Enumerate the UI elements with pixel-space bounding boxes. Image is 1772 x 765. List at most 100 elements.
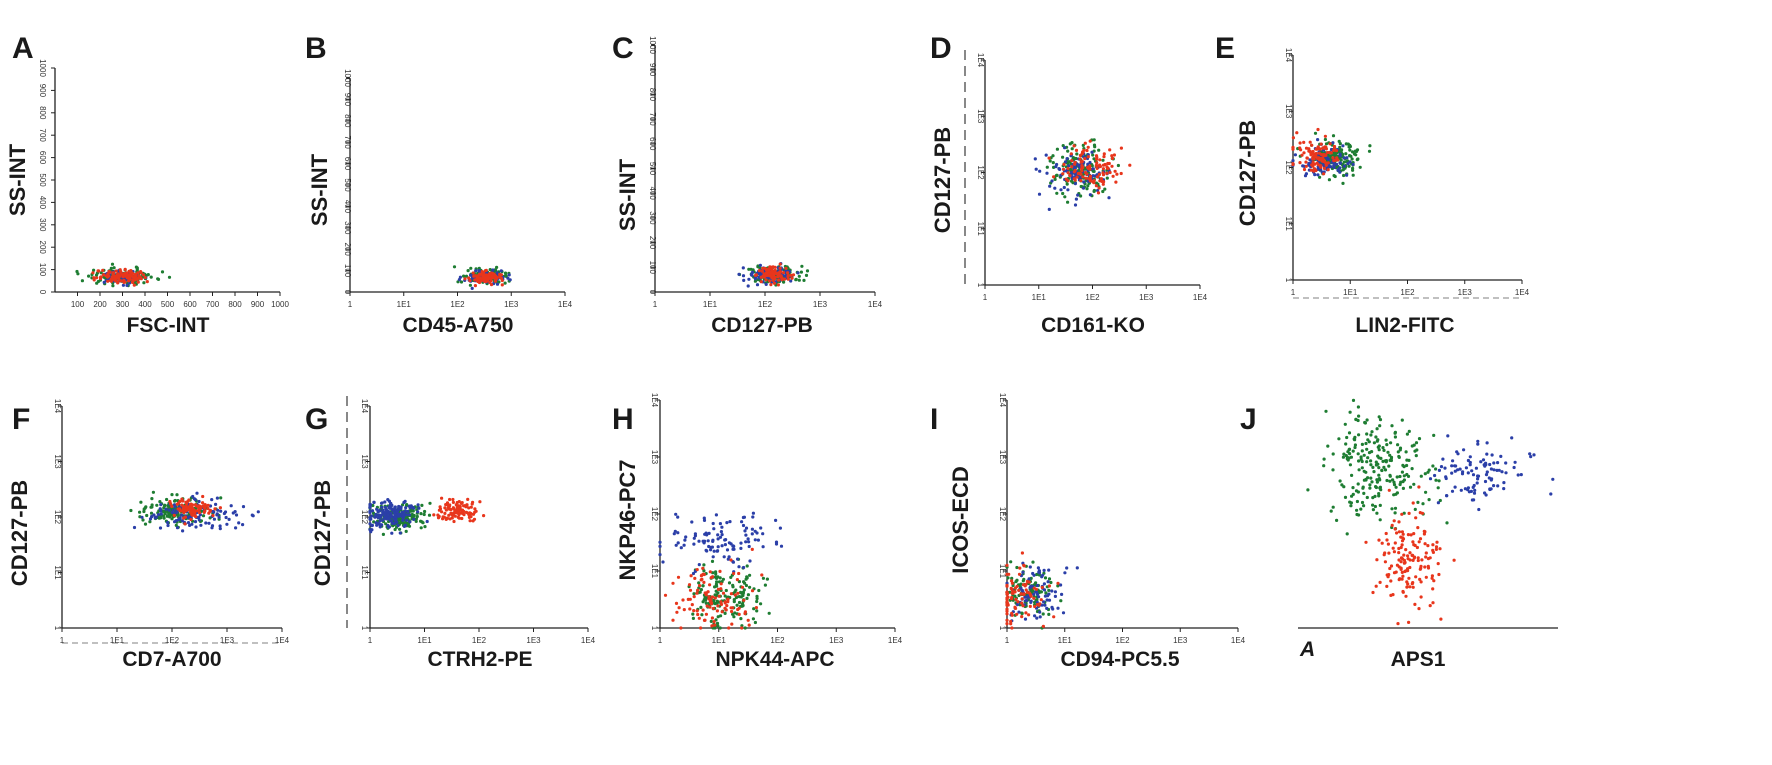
data-point: [744, 540, 748, 544]
data-point: [408, 520, 412, 524]
data-point: [1351, 173, 1355, 177]
data-point: [1353, 445, 1357, 450]
data-point: [1396, 450, 1400, 454]
data-point: [186, 516, 190, 520]
data-point: [1069, 152, 1073, 156]
data-point: [1341, 455, 1345, 459]
data-point: [1516, 473, 1520, 477]
data-point: [1432, 579, 1436, 583]
data-point: [1037, 595, 1041, 599]
data-point: [1035, 572, 1039, 577]
data-point: [1492, 468, 1496, 472]
data-point: [1385, 478, 1389, 483]
panel-c: C1 1E1 1E2 1E3 1E401002003004005006007008009…: [612, 32, 883, 337]
data-point: [1032, 596, 1036, 600]
data-point: [1047, 588, 1051, 593]
data-point: [1377, 473, 1381, 477]
data-point: [1412, 482, 1416, 486]
data-point: [1045, 606, 1049, 611]
data-point: [1407, 458, 1411, 462]
data-point: [1504, 471, 1508, 475]
data-point: [724, 588, 728, 593]
data-point: [1374, 485, 1378, 490]
data-point: [169, 502, 173, 506]
data-point: [1424, 575, 1428, 579]
data-point: [1445, 521, 1449, 525]
data-point: [1377, 538, 1381, 542]
data-point: [101, 273, 106, 277]
data-point: [1005, 597, 1009, 601]
data-point: [1082, 148, 1086, 152]
data-point: [1364, 540, 1368, 544]
y-tick-label: 1E4: [998, 393, 1007, 408]
x-tick-label: 1E4: [1231, 636, 1246, 645]
data-point: [1388, 479, 1392, 483]
data-point: [697, 581, 701, 585]
data-point: [1038, 615, 1042, 619]
data-point: [1061, 172, 1065, 176]
x-tick-label: 1E4: [1193, 293, 1208, 302]
data-point: [173, 520, 177, 524]
data-point: [1400, 577, 1404, 581]
data-point: [1351, 486, 1355, 490]
data-point: [1371, 465, 1375, 469]
data-point: [478, 500, 482, 504]
data-point: [1101, 182, 1105, 186]
data-point: [227, 517, 231, 522]
data-point: [765, 577, 770, 581]
data-point: [1062, 162, 1066, 167]
data-point: [1342, 164, 1346, 168]
data-point: [204, 521, 208, 525]
data-point: [1339, 158, 1343, 162]
data-point: [1328, 142, 1332, 146]
data-point: [725, 548, 730, 552]
data-point: [1423, 530, 1427, 534]
data-point: [1083, 157, 1087, 161]
data-point: [707, 595, 711, 599]
data-point: [473, 507, 477, 511]
y-tick-label: 0: [343, 290, 352, 295]
data-point: [1331, 505, 1335, 509]
data-point: [774, 540, 779, 544]
data-point: [1466, 471, 1470, 475]
data-point: [404, 513, 408, 517]
data-point: [715, 580, 719, 584]
data-point: [727, 626, 731, 630]
data-point: [710, 559, 715, 564]
data-point: [757, 269, 762, 273]
data-point: [1315, 161, 1319, 165]
data-point: [703, 532, 707, 536]
data-point: [136, 280, 140, 284]
data-point: [1400, 512, 1404, 516]
data-point: [1391, 546, 1395, 550]
data-point: [1097, 186, 1101, 190]
x-tick-label: 1E1: [703, 300, 718, 309]
data-point: [1453, 469, 1457, 473]
data-point: [1400, 530, 1404, 534]
data-point: [219, 509, 223, 513]
data-point: [1055, 173, 1059, 177]
data-point: [1065, 566, 1069, 570]
data-point: [1105, 176, 1109, 180]
data-point: [1476, 442, 1480, 446]
data-point: [747, 544, 751, 549]
x-axis-title: CD161-KO: [1041, 314, 1145, 337]
data-point: [218, 524, 222, 528]
data-point: [1357, 468, 1361, 472]
data-point: [1024, 588, 1028, 592]
x-tick-label: 1E1: [417, 636, 432, 645]
data-point: [723, 594, 727, 598]
data-point: [1411, 501, 1415, 505]
data-point: [1471, 473, 1476, 477]
data-point: [1095, 161, 1099, 165]
data-point: [175, 493, 179, 497]
data-point: [1101, 158, 1105, 162]
data-point: [125, 276, 129, 280]
data-point: [742, 580, 746, 584]
data-point: [1323, 137, 1327, 142]
data-point: [1313, 162, 1317, 166]
data-point: [714, 589, 718, 593]
data-point: [1415, 448, 1419, 452]
data-point: [1357, 414, 1361, 418]
data-point: [1031, 589, 1035, 593]
